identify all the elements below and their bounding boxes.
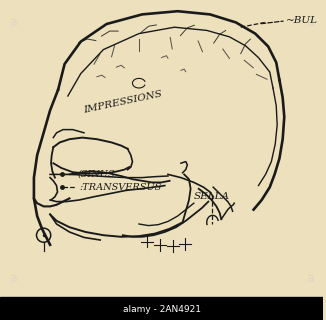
Bar xyxy=(0,297,323,320)
Text: alamy - 2AN4921: alamy - 2AN4921 xyxy=(123,305,200,314)
Text: ~BUL: ~BUL xyxy=(286,16,318,25)
Text: IMPRESSIONS: IMPRESSIONS xyxy=(82,90,163,115)
Text: (SINUS: (SINUS xyxy=(78,170,115,179)
Text: a: a xyxy=(9,16,17,29)
Text: a: a xyxy=(306,16,314,29)
Text: a: a xyxy=(306,272,314,285)
Text: SELLA: SELLA xyxy=(194,192,230,201)
Text: :TRANSVERSUS: :TRANSVERSUS xyxy=(79,183,161,192)
Text: a: a xyxy=(9,272,17,285)
